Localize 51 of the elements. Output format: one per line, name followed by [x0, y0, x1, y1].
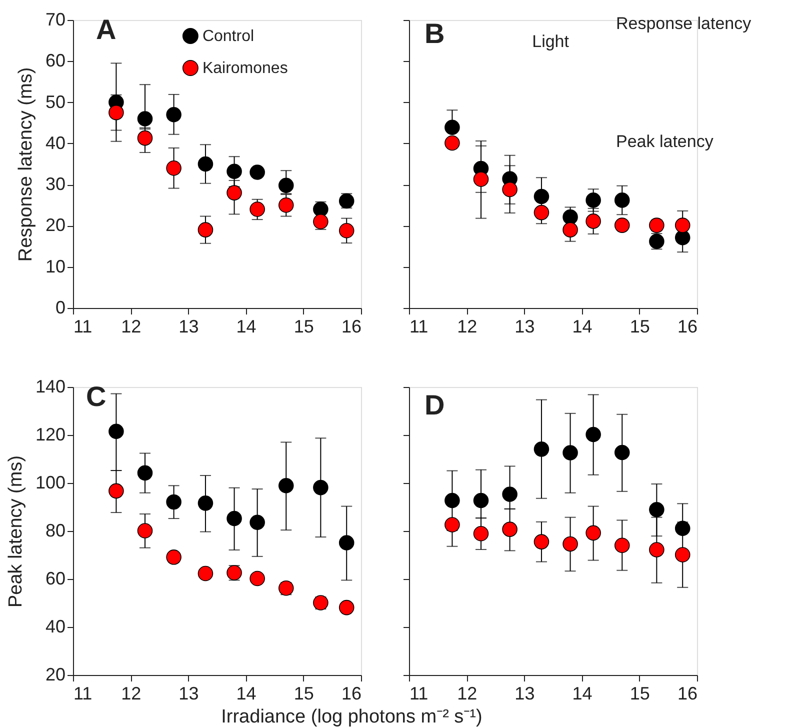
y-tick-label: 10: [45, 256, 66, 276]
x-tick-label: 14: [236, 316, 256, 336]
x-tick-label: 12: [457, 316, 478, 336]
annotation: Light: [532, 32, 570, 51]
x-tick-label: 14: [236, 684, 256, 704]
y-tick-label: 50: [45, 92, 66, 112]
chart-title: B: [424, 18, 445, 49]
y-tick-label: 100: [35, 472, 66, 492]
x-tick-label: 13: [514, 684, 535, 704]
y-tick-label: 40: [45, 616, 66, 636]
x-tick-label: 15: [630, 316, 650, 336]
y-tick-label: 60: [45, 50, 66, 71]
x-tick-label: 13: [178, 316, 199, 336]
x-tick-label: 13: [178, 684, 199, 704]
x-tick-label: 11: [410, 316, 428, 336]
x-tick-label: 15: [630, 684, 650, 704]
x-tick-label: 14: [572, 316, 592, 336]
chart-title: D: [424, 390, 445, 420]
x-tick-label: 12: [457, 684, 478, 704]
x-tick-label: 11: [74, 684, 92, 704]
x-tick-label: 16: [677, 684, 698, 704]
x-tick-label: 11: [410, 684, 428, 704]
y-axis-title: Response latency (ms): [15, 67, 36, 262]
chart-title: A: [96, 14, 116, 45]
y-axis-title: Peak latency (ms): [5, 455, 26, 608]
y-tick-label: 120: [35, 424, 66, 444]
legend-label: Kairomones: [202, 60, 288, 77]
x-tick-label: 16: [341, 316, 362, 336]
x-tick-label: 15: [294, 316, 314, 336]
x-tick-label: 15: [294, 684, 314, 704]
annotation: Response latency: [616, 14, 752, 33]
legend-label: Control: [202, 28, 254, 45]
x-tick-label: 12: [121, 684, 142, 704]
y-tick-label: 0: [55, 298, 66, 318]
y-tick-label: 30: [45, 174, 66, 194]
y-tick-label: 20: [45, 215, 66, 236]
y-tick-label: 140: [35, 376, 66, 396]
x-axis-title: Irradiance (log photons m⁻² s⁻¹): [221, 706, 482, 727]
x-tick-label: 14: [572, 684, 592, 704]
y-tick-label: 70: [45, 10, 66, 30]
annotation: Peak latency: [616, 132, 714, 151]
y-tick-label: 40: [45, 132, 66, 153]
y-tick-label: 60: [45, 568, 66, 588]
x-tick-label: 13: [514, 316, 535, 336]
chart-title: C: [86, 381, 106, 412]
x-tick-label: 11: [74, 316, 92, 336]
x-tick-label: 16: [341, 684, 362, 704]
y-tick-label: 20: [45, 664, 66, 684]
x-tick-label: 12: [121, 316, 142, 336]
x-tick-label: 16: [677, 316, 698, 336]
y-tick-label: 80: [45, 520, 66, 540]
